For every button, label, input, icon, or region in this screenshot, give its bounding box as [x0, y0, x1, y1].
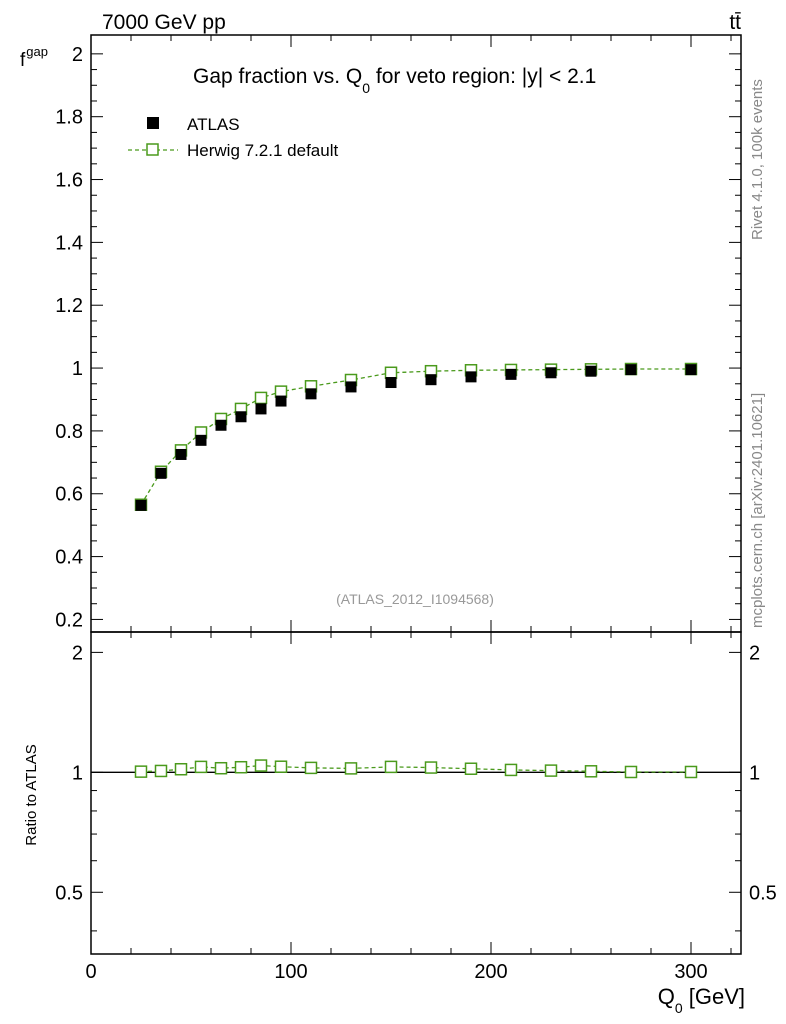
atlas-series: [135, 364, 697, 511]
atlas-point: [385, 377, 397, 389]
herwig-point: [274, 385, 288, 398]
analysis-id: (ATLAS_2012_I1094568): [336, 591, 494, 607]
legend-atlas-marker: [147, 117, 159, 129]
y-tick-label: 0.2: [55, 609, 83, 631]
x-tick-label: 0: [85, 961, 96, 983]
ratio-point: [254, 759, 268, 772]
herwig-point: [254, 391, 268, 405]
atlas-point: [195, 434, 207, 446]
beam-energy-label: 7000 GeV pp: [102, 11, 226, 34]
ratio-point: [134, 765, 148, 778]
atlas-point: [175, 448, 187, 460]
herwig-series: [134, 362, 698, 511]
ratio-y-tick-label: 2: [72, 642, 83, 664]
atlas-point: [255, 403, 267, 415]
y-tick-label: 1.2: [55, 295, 83, 317]
atlas-point: [625, 364, 637, 376]
atlas-point: [215, 419, 227, 431]
atlas-point: [465, 371, 477, 383]
ratio-point: [384, 760, 398, 774]
atlas-point: [155, 467, 167, 479]
y-tick-label: 0.6: [55, 484, 83, 506]
herwig-point: [384, 366, 398, 380]
ratio-series: [134, 759, 698, 779]
ratio-point: [344, 762, 358, 775]
ratio-point: [544, 764, 558, 777]
process-label: tt̄: [729, 11, 741, 34]
ratio-y-tick-label: 0.5: [55, 882, 83, 904]
ratio-y-axis: 0.5 0.5 1 1 2 2: [55, 642, 777, 932]
ratio-point: [214, 761, 228, 775]
x-tick-label: 200: [474, 961, 507, 983]
ratio-point: [584, 765, 598, 778]
atlas-point: [425, 374, 437, 386]
ratio-point: [464, 762, 478, 775]
atlas-point: [545, 367, 557, 379]
atlas-point: [135, 499, 147, 511]
ratio-point: [504, 763, 518, 777]
ratio-point: [684, 765, 698, 779]
ratio-point: [154, 764, 168, 778]
ratio-point: [274, 760, 288, 773]
x-tick-label: 300: [674, 961, 707, 983]
mcplots-label: mcplots.cern.ch [arXiv:2401.10621]: [749, 393, 766, 628]
ratio-y-tick-label-right: 2: [749, 642, 760, 664]
ratio-y-tick-label: 1: [72, 762, 83, 784]
y-tick-label: 0.8: [55, 421, 83, 443]
atlas-point: [235, 411, 247, 423]
ratio-point: [624, 765, 638, 779]
ratio-plot-frame: [90, 631, 742, 955]
ratio-y-tick-label-right: 1: [749, 762, 760, 784]
ratio-y-axis-label: Ratio to ATLAS: [23, 744, 40, 845]
ratio-point: [304, 761, 318, 775]
atlas-point: [345, 381, 357, 393]
ratio-point: [424, 761, 438, 774]
legend-atlas-label: ATLAS: [187, 115, 240, 134]
legend-herwig-marker: [146, 143, 159, 156]
legend: ATLAS Herwig 7.2.1 default: [128, 115, 338, 160]
ratio-point: [234, 760, 248, 774]
atlas-point: [275, 395, 287, 407]
ratio-point: [174, 762, 188, 776]
y-tick-label: 1: [72, 358, 83, 380]
y-tick-label: 0.4: [55, 547, 83, 569]
y-axis-label: fgap: [20, 44, 48, 71]
atlas-point: [505, 368, 517, 380]
ratio-point: [194, 760, 208, 774]
y-tick-label: 1.6: [55, 170, 83, 192]
y-tick-label: 1.8: [55, 107, 83, 129]
x-tick-label: 100: [274, 961, 307, 983]
atlas-point: [305, 388, 317, 400]
y-tick-label: 2: [72, 44, 83, 66]
x-axis-label: Q0 [GeV]: [658, 984, 745, 1016]
chart-title: Gap fraction vs. Q0 for veto region: |y|…: [193, 65, 596, 96]
ratio-y-tick-label-right: 0.5: [749, 882, 777, 904]
main-y-axis: 0.2 0.4 0.6 0.8 1 1.2 1.4 1.6 1.8 2: [55, 44, 741, 631]
y-tick-label: 1.4: [55, 232, 83, 254]
rivet-version-label: Rivet 4.1.0, 100k events: [749, 79, 766, 240]
atlas-point: [585, 365, 597, 377]
x-axis: 0 100 200 300: [85, 35, 732, 983]
legend-herwig-label: Herwig 7.2.1 default: [187, 141, 338, 160]
atlas-point: [685, 364, 697, 376]
herwig-line: [140, 368, 691, 506]
